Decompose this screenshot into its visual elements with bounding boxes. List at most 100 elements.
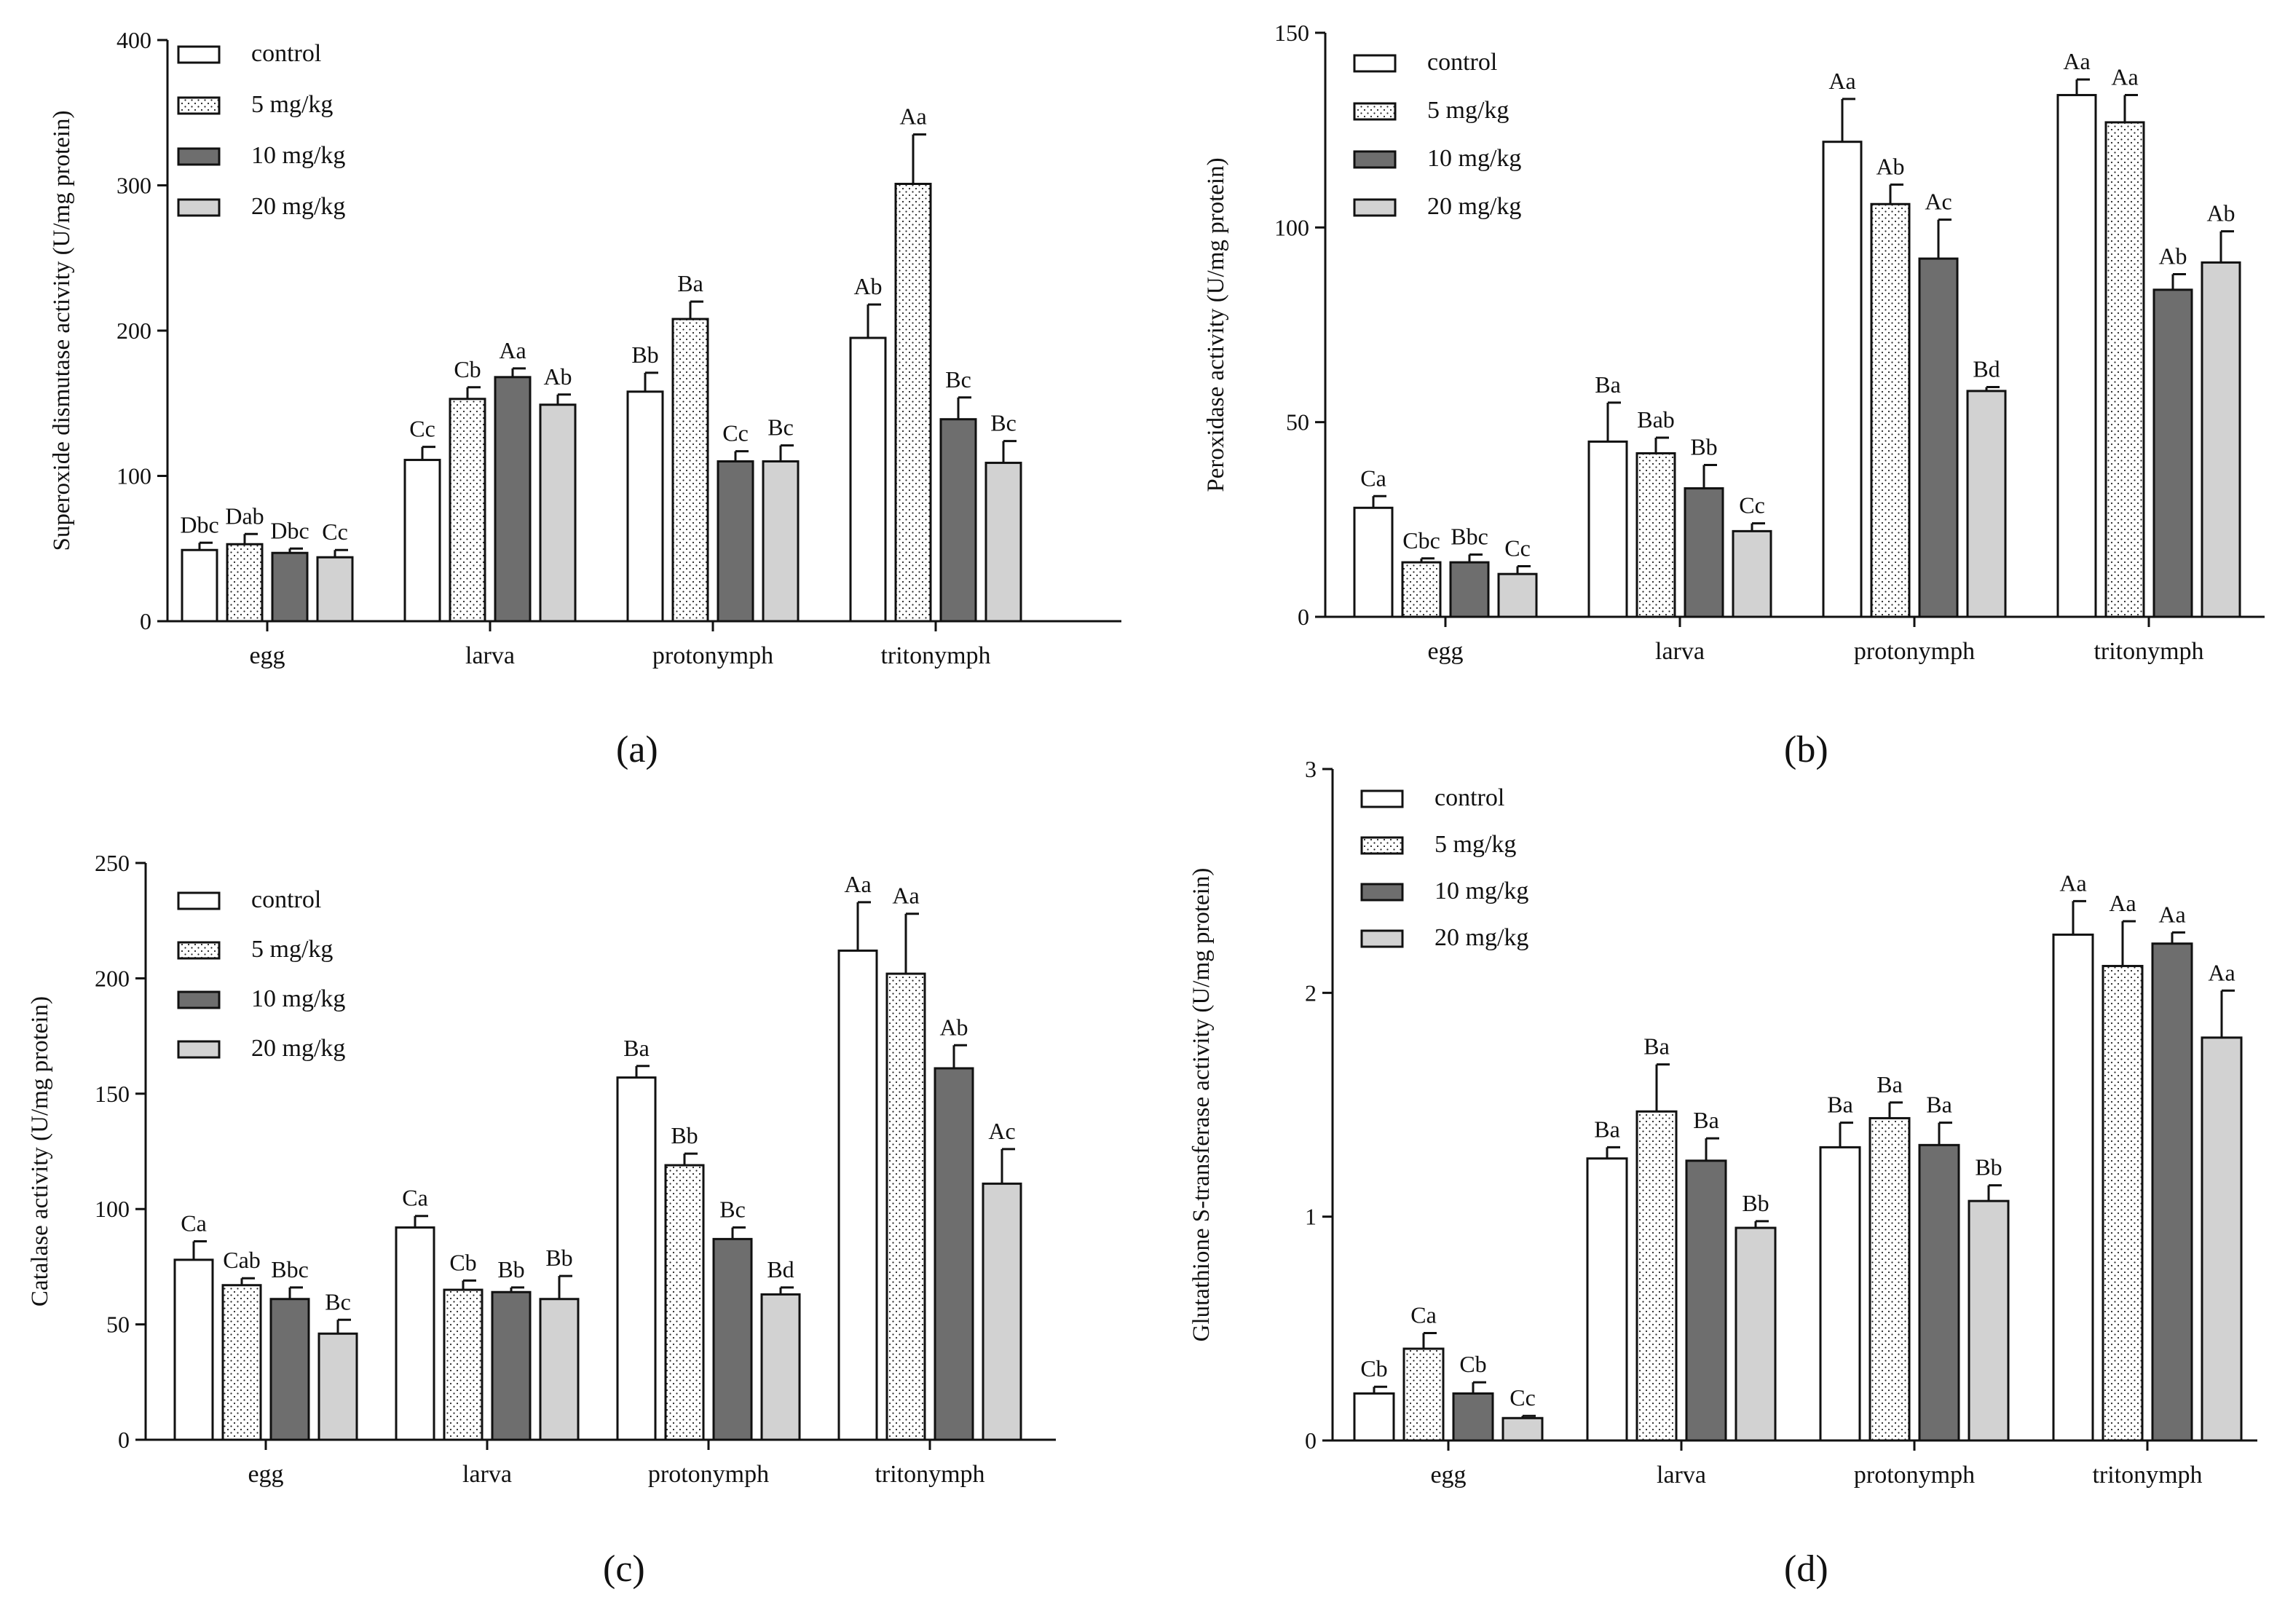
bar xyxy=(1452,1392,1494,1442)
bar xyxy=(1497,572,1538,618)
bar xyxy=(181,548,218,623)
bar xyxy=(403,459,441,623)
bar xyxy=(226,543,264,623)
y-axis-label: Superoxide dismutase activity (U/mg prot… xyxy=(49,111,75,551)
legend-swatch xyxy=(177,990,221,1009)
bar xyxy=(1735,1226,1777,1442)
bar xyxy=(717,460,754,623)
bar xyxy=(1449,561,1490,618)
bar xyxy=(1819,1146,1861,1442)
x-tick-label: tritonymph xyxy=(2093,638,2203,665)
bar xyxy=(626,390,664,623)
axes: 0 1 2 3 egg larva protonymph tritonymph xyxy=(1305,756,2257,1489)
significance-label: Cc xyxy=(1509,1384,1536,1411)
y-tick-label: 0 xyxy=(1298,604,1309,630)
axes: 0 50 100 150 200 250 egg larva protonymph tritony… xyxy=(95,850,1056,1488)
significance-label: Bab xyxy=(1637,406,1675,433)
significance-label: Bbc xyxy=(271,1256,309,1282)
bar xyxy=(221,1284,262,1441)
y-tick-label: 300 xyxy=(117,173,151,199)
significance-label: Cc xyxy=(722,420,749,446)
y-tick-label: 100 xyxy=(95,1196,130,1222)
x-tick-label: tritonymph xyxy=(875,1461,984,1488)
significance-label: Ab xyxy=(939,1014,968,1040)
significance-label: Dbc xyxy=(180,511,218,537)
significance-label: Bb xyxy=(1742,1190,1769,1216)
bar xyxy=(1822,141,1863,618)
bar xyxy=(2201,1036,2243,1442)
legend-entry: 5 mg/kg xyxy=(1427,97,1509,124)
significance-label: Aa xyxy=(2063,48,2090,74)
chart-peroxidase: 0 50 100 150 egg larva protonymph tritonymph Per… xyxy=(1203,20,2265,665)
significance-label: Bbc xyxy=(1451,523,1488,549)
legend-entry: control xyxy=(251,886,321,913)
bar xyxy=(1401,561,1442,618)
bar xyxy=(1685,1159,1727,1442)
bar xyxy=(395,1226,435,1441)
significance-label: Ab xyxy=(1876,154,1904,180)
significance-label: Aa xyxy=(2111,64,2138,90)
significance-label: Bc xyxy=(767,414,794,441)
y-tick-label: 50 xyxy=(1286,409,1309,435)
significance-label: Ab xyxy=(543,363,572,390)
significance-label: Cb xyxy=(1360,1355,1387,1381)
bar xyxy=(2104,121,2145,618)
bar xyxy=(1586,1157,1628,1442)
bar xyxy=(671,318,709,623)
y-tick-label: 0 xyxy=(118,1427,130,1453)
legend-swatch xyxy=(177,941,221,960)
significance-label: Ba xyxy=(1827,1092,1853,1118)
legend-entry: control xyxy=(1427,49,1497,76)
significance-label: Dbc xyxy=(270,517,309,543)
significance-label: Ba xyxy=(1693,1107,1719,1133)
bar xyxy=(1868,1116,1911,1442)
bar xyxy=(1966,390,2007,618)
significance-label: Ca xyxy=(1410,1301,1437,1328)
y-tick-label: 250 xyxy=(95,850,130,876)
bar xyxy=(760,1293,801,1441)
bar xyxy=(934,1067,974,1441)
x-tick-label: egg xyxy=(249,642,285,669)
y-tick-label: 200 xyxy=(95,965,130,991)
significance-label: Cb xyxy=(454,356,481,382)
panel-label-a: (a) xyxy=(616,729,658,770)
bar xyxy=(491,1290,532,1441)
bar xyxy=(443,1288,484,1441)
panel-label-b: (b) xyxy=(1784,729,1828,770)
legend-swatch xyxy=(1360,883,1404,902)
legend-swatch xyxy=(1353,54,1397,73)
bar xyxy=(2056,94,2097,618)
legend-entry: 20 mg/kg xyxy=(1434,924,1528,951)
bar xyxy=(2102,964,2144,1442)
legend-entry: 20 mg/kg xyxy=(251,193,345,220)
bar xyxy=(885,972,926,1441)
significance-label: Ac xyxy=(1925,189,1951,215)
y-tick-label: 200 xyxy=(117,318,151,344)
significance-label: Cc xyxy=(409,416,435,442)
y-tick-label: 2 xyxy=(1305,979,1317,1006)
bar xyxy=(1635,452,1676,618)
axes: 0 50 100 150 egg larva protonymph tritonymph xyxy=(1274,20,2265,665)
significance-label: Aa xyxy=(899,103,926,130)
y-axis-label: Peroxidase activity (U/mg protein) xyxy=(1203,157,1229,492)
bar xyxy=(1587,440,1628,618)
y-tick-label: 0 xyxy=(140,608,151,634)
legend-entry: 10 mg/kg xyxy=(1434,878,1528,904)
significance-label: Ca xyxy=(1360,465,1386,491)
legend-entry: 5 mg/kg xyxy=(1434,831,1516,858)
significance-label: Cc xyxy=(1739,492,1765,519)
significance-label: Ba xyxy=(1595,371,1621,398)
bar xyxy=(2151,942,2193,1442)
x-tick-label: larva xyxy=(1657,1462,1706,1489)
x-tick-label: tritonymph xyxy=(2092,1462,2202,1489)
significance-label: Bd xyxy=(1973,356,2000,382)
bar xyxy=(939,418,977,623)
bar xyxy=(1501,1416,1544,1442)
significance-label: Ba xyxy=(1926,1092,1952,1118)
significance-label: Ba xyxy=(1876,1071,1903,1097)
legend-swatch xyxy=(1353,198,1397,217)
legend: control 5 mg/kg 10 mg/kg 20 mg/kg xyxy=(1353,49,1521,220)
bar xyxy=(317,1332,358,1441)
bar xyxy=(539,403,577,623)
bar xyxy=(1870,202,1911,618)
